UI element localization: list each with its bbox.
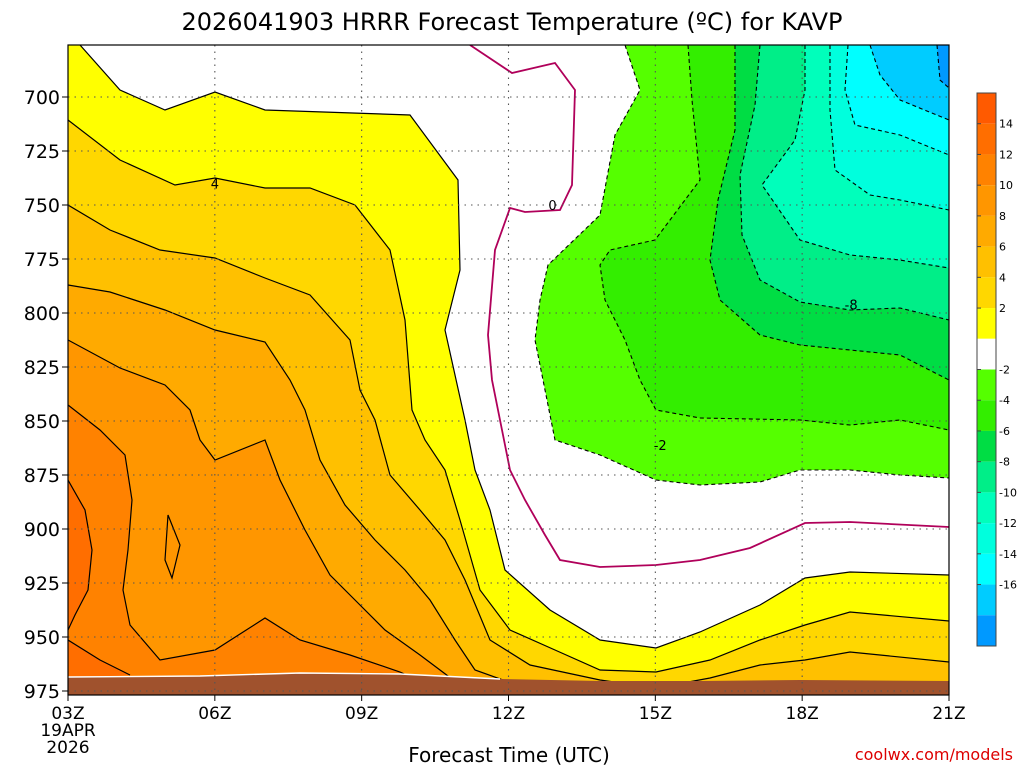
colorbar-swatch — [977, 154, 996, 186]
x-tick-label: 09Z — [345, 704, 378, 724]
y-tick-label: 925 — [24, 573, 60, 595]
credit-text: coolwx.com/models — [855, 745, 1013, 764]
y-tick-label: 750 — [24, 195, 60, 217]
colorbar-swatch — [977, 277, 996, 309]
contour-minus16 — [869, 45, 949, 121]
y-tick-label: 700 — [24, 87, 60, 109]
colorbar-swatch — [977, 584, 996, 616]
contour-12 — [68, 404, 441, 691]
x-date-label: 19APR — [40, 721, 96, 741]
contour-minus14 — [844, 45, 949, 156]
x-tick-label: 21Z — [932, 704, 965, 724]
contour-8 — [68, 284, 521, 687]
colorbar-label: -8 — [999, 456, 1010, 469]
contour-label: -8 — [845, 298, 858, 313]
grid-lines — [68, 45, 949, 695]
surface-ground — [68, 673, 949, 695]
contour-label: 4 — [211, 177, 219, 192]
colorbar-label: 12 — [999, 148, 1013, 161]
colorbar-label: 14 — [999, 118, 1013, 131]
y-tick-label: 850 — [24, 411, 60, 433]
x-date-label: 2026 — [46, 738, 89, 758]
band-below-minus18 — [937, 45, 949, 88]
y-tick-label: 950 — [24, 627, 60, 649]
y-tick-label: 725 — [24, 141, 60, 163]
colorbar-label: 10 — [999, 179, 1013, 192]
colorbar-swatch — [977, 338, 996, 370]
colorbar-swatch — [977, 523, 996, 554]
colorbar-label: -4 — [999, 394, 1010, 407]
colorbar-label: -16 — [999, 579, 1017, 592]
contour-10 — [68, 339, 461, 686]
contour-minus12 — [829, 45, 949, 211]
colorbar-swatch — [977, 215, 996, 247]
colorbar-swatch — [977, 123, 996, 155]
colorbar-swatch — [977, 185, 996, 216]
contour-2 — [79, 45, 949, 649]
x-tick-label: 06Z — [198, 704, 231, 724]
contour-minus2 — [534, 45, 949, 486]
contour-minus10 — [761, 45, 949, 269]
contour-label: -2 — [654, 439, 667, 454]
colorbar-label: 4 — [999, 271, 1006, 284]
x-axis-label: Forecast Time (UTC) — [408, 743, 610, 767]
colorbar-swatch — [977, 492, 996, 524]
contour-minus4 — [599, 45, 949, 431]
contour-minus6 — [709, 45, 949, 381]
x-tick-label: 12Z — [492, 704, 525, 724]
plot-area — [68, 45, 949, 695]
surface-edge — [68, 672, 501, 680]
contour-0 — [469, 45, 949, 568]
band-14-plus — [68, 480, 130, 680]
contour-minus8 — [739, 45, 949, 321]
colorbar-swatch — [977, 93, 996, 124]
warm-pocket — [165, 515, 180, 578]
y-tick-label: 975 — [24, 681, 60, 703]
colorbar-swatch — [977, 553, 996, 585]
y-tick-label: 825 — [24, 357, 60, 379]
colorbar-swatch — [977, 615, 996, 646]
y-tick-label: 775 — [24, 249, 60, 271]
colorbar-swatch — [977, 430, 996, 462]
chart-title: 2026041903 HRRR Forecast Temperature (ºC… — [181, 8, 842, 36]
colorbar-swatch — [977, 308, 996, 339]
contour-labels: 4 0 -8 -2 — [211, 177, 858, 454]
x-tick-label: 03Z — [51, 704, 84, 724]
contour-4 — [68, 119, 949, 673]
band-minus16-to-minus18 — [870, 45, 949, 120]
y-tick-label: 800 — [24, 303, 60, 325]
x-tick-label: 18Z — [786, 704, 819, 724]
band-10-to-12 — [68, 340, 480, 695]
colorbar-swatch — [977, 246, 996, 278]
contour-label: 0 — [548, 199, 556, 214]
colorbar-swatch — [977, 461, 996, 493]
y-tick-label: 875 — [24, 465, 60, 487]
colorbar-label: -12 — [999, 517, 1017, 530]
colorbar-label: -2 — [999, 364, 1010, 377]
colorbar-label: -10 — [999, 486, 1017, 499]
contour-warm-pocket — [164, 514, 181, 580]
colorbar-label: 2 — [999, 302, 1006, 315]
contour-14 — [68, 479, 131, 676]
colorbar-label: -6 — [999, 425, 1010, 438]
colorbar-label: -14 — [999, 548, 1017, 561]
contour-minus18 — [936, 45, 949, 89]
y-tick-label: 900 — [24, 519, 60, 541]
colorbar-label: 6 — [999, 241, 1006, 254]
colorbar-swatch — [977, 369, 996, 401]
contour-6 — [68, 204, 949, 689]
colorbar-swatch — [977, 400, 996, 431]
x-tick-label: 15Z — [639, 704, 672, 724]
colorbar-label: 8 — [999, 210, 1006, 223]
colorbar: 14 12 10 8 6 4 2 -2 -4 -6 -8 -10 -12 -14 -16 — [976, 92, 1017, 647]
